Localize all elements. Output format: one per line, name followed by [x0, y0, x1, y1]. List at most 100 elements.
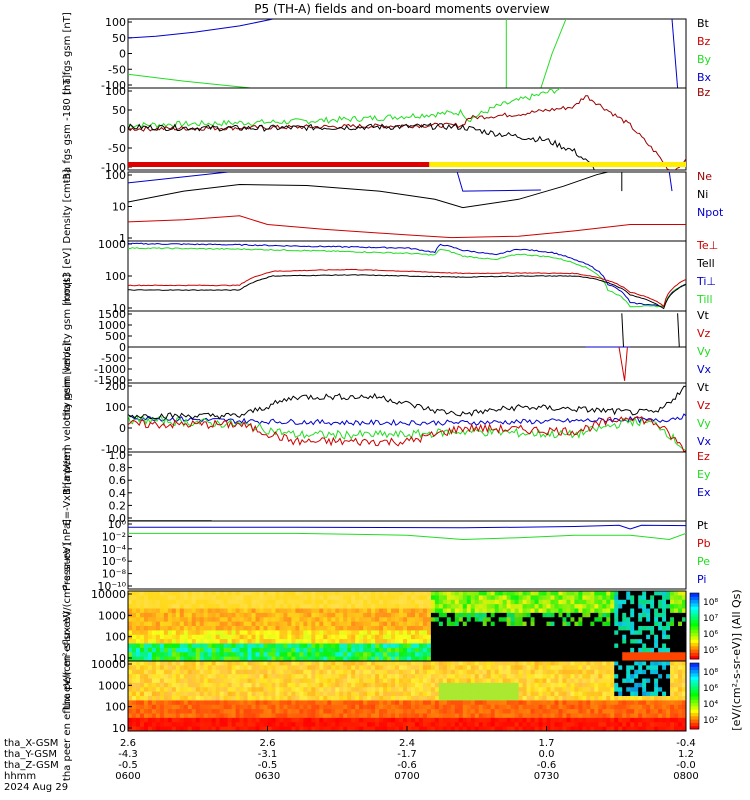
spectrogram-cell [203, 612, 209, 618]
spectrogram-cell [678, 682, 683, 688]
spectrogram-cell [566, 604, 572, 610]
spectrogram-cell [395, 726, 400, 731]
spectrogram-cell [391, 665, 396, 671]
spectrogram-cell [534, 682, 540, 688]
spectrogram-cell [646, 652, 651, 658]
spectrogram-cell [430, 604, 436, 610]
spectrogram-cell [263, 621, 269, 627]
x-tick-label: -0.0 [676, 760, 696, 771]
spectrogram-cell [546, 713, 552, 719]
spectrogram-cell [335, 639, 340, 645]
spectrogram-cell [207, 634, 213, 640]
spectrogram-cell [546, 617, 552, 623]
spectrogram-cell [263, 691, 269, 697]
spectrogram-cell [163, 717, 169, 723]
spectrogram-cell [654, 643, 659, 649]
spectrogram-cell [638, 595, 643, 601]
spectrogram-cell [674, 599, 679, 605]
spectrogram-cell [383, 599, 388, 605]
spectrogram-cell [211, 696, 217, 701]
spectrogram-cell [163, 595, 169, 601]
spectrogram-cell [590, 722, 595, 728]
spectrogram-cell [618, 700, 623, 706]
spectrogram-cell [542, 591, 548, 596]
spectrogram-cell [610, 652, 615, 658]
spectrogram-cell [215, 591, 221, 596]
spectrogram-cell [666, 604, 671, 610]
spectrogram-cell [502, 630, 508, 636]
legend-entry: Bt [697, 17, 710, 30]
spectrogram-cell [327, 599, 332, 605]
spectrogram-cell [594, 691, 599, 697]
spectrogram-cell [167, 678, 173, 684]
spectrogram-cell [418, 691, 424, 697]
spectrogram-cell [474, 621, 480, 627]
y-tick-label: -1500 [94, 374, 126, 387]
spectrogram-cell [299, 621, 304, 627]
date-label: 2024 Aug 29 [4, 782, 68, 793]
spectrogram-cell [259, 595, 265, 601]
spectrogram-cell [574, 656, 579, 661]
spectrogram-cell [363, 704, 368, 710]
spectrogram-cell [335, 696, 340, 701]
spectrogram-cell [255, 634, 261, 640]
spectrogram-cell [594, 700, 599, 706]
spectrogram-cell [562, 608, 568, 614]
spectrogram-cell [363, 665, 368, 671]
spectrogram-cell [582, 713, 587, 719]
spectrogram-cell [399, 652, 404, 658]
spectrogram-cell [438, 674, 444, 680]
spectrogram-cell [546, 687, 552, 693]
spectrogram-cell [434, 656, 440, 661]
spectrogram-cell [662, 678, 667, 684]
spectrogram-cell [379, 621, 384, 627]
spectrogram-cell [630, 704, 635, 710]
spectrogram-cell [371, 704, 376, 710]
spectrogram-cell [530, 595, 536, 601]
spectrogram-cell [458, 726, 464, 731]
spectrogram-cell [303, 652, 308, 658]
spectrogram-cell [574, 696, 579, 701]
x-tick-label: 2.4 [399, 738, 415, 749]
spectrogram-cell [307, 634, 312, 640]
series-line-Vt [128, 385, 686, 420]
spectrogram-cell [187, 599, 193, 605]
spectrogram-cell [371, 726, 376, 731]
spectrogram-cell [554, 704, 560, 710]
colorbar-swatch [690, 686, 699, 690]
spectrogram-cell [666, 591, 671, 596]
spectrogram-cell [339, 652, 344, 658]
spectrogram-cell [391, 669, 396, 675]
spectrogram-cell [395, 674, 400, 680]
spectrogram-cell [215, 626, 221, 631]
spectrogram-cell [634, 709, 639, 715]
spectrogram-cell [155, 639, 161, 645]
spectrogram-cell [470, 639, 476, 645]
spectrogram-cell [538, 621, 544, 627]
spectrogram-cell [179, 612, 185, 618]
spectrogram-cell [283, 713, 289, 719]
y-axis-label: tha fgs gsm -180 [nT] [62, 75, 73, 184]
spectrogram-cell [434, 626, 440, 631]
spectrogram-cell [203, 726, 209, 731]
spectrogram-cell [319, 591, 324, 596]
spectrogram-cell [578, 630, 583, 636]
spectrogram-cell [323, 674, 328, 680]
colorbar-swatch [690, 593, 699, 597]
spectrogram-cell [662, 687, 667, 693]
panel-frame [127, 171, 687, 242]
spectrogram-cell [526, 595, 532, 601]
spectrogram-cell [203, 595, 209, 601]
spectrogram-cell [410, 691, 416, 697]
spectrogram-cell [335, 678, 340, 684]
spectrogram-cell [546, 678, 552, 684]
spectrogram-cell [375, 682, 380, 688]
spectrogram-cell [159, 643, 165, 649]
spectrogram-cell [139, 630, 145, 636]
spectrogram-cell [151, 669, 157, 675]
spectrogram-cell [666, 665, 671, 671]
spectrogram-cell [207, 608, 213, 614]
y-tick-label: 0.2 [109, 499, 127, 512]
spectrogram-cell [387, 634, 392, 640]
